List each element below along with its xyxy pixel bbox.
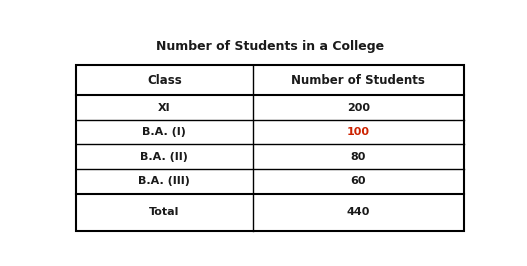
Text: B.A. (II): B.A. (II) <box>140 152 188 162</box>
Text: XI: XI <box>158 103 171 113</box>
Text: Number of Students in a College: Number of Students in a College <box>156 40 384 53</box>
Text: Total: Total <box>149 207 180 217</box>
Text: 100: 100 <box>347 127 370 137</box>
Text: 440: 440 <box>347 207 370 217</box>
Text: B.A. (III): B.A. (III) <box>139 176 190 186</box>
Text: 200: 200 <box>347 103 370 113</box>
Text: 80: 80 <box>350 152 366 162</box>
Text: B.A. (I): B.A. (I) <box>142 127 186 137</box>
Text: 60: 60 <box>350 176 366 186</box>
Text: Class: Class <box>147 73 182 86</box>
Bar <box>76 65 464 231</box>
Text: Number of Students: Number of Students <box>291 73 425 86</box>
